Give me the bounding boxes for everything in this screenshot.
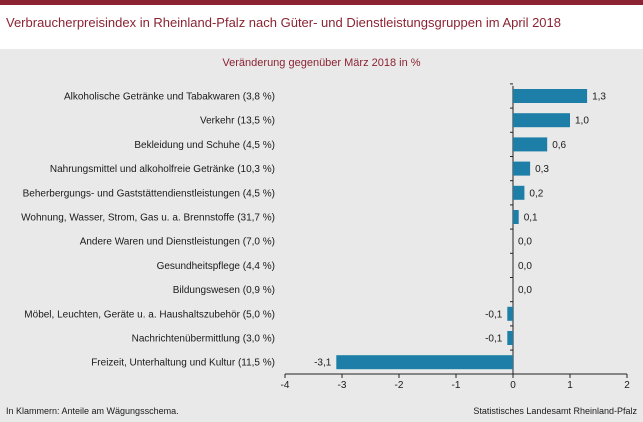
data-value-label: 0,0 [518,261,532,272]
footnote: In Klammern: Anteile am Wägungsschema. [6,406,179,416]
data-value-label: 0,6 [552,140,566,151]
data-bar [513,113,570,128]
category-label: Bekleidung und Schuhe (4,5 %) [134,140,275,151]
data-value-label: 1,3 [592,92,606,103]
data-value-label: 0,3 [535,164,549,175]
data-value-label: 1,0 [575,116,589,127]
x-tick-label: 2 [624,380,630,391]
chart-subtitle: Veränderung gegenüber März 2018 in % [222,57,421,69]
category-label: Möbel, Leuchten, Geräte u. a. Haushaltsz… [24,309,275,320]
data-bar [513,185,525,200]
data-bar [513,210,519,224]
category-label: Verkehr (13,5 %) [200,116,275,127]
data-bar [507,306,513,321]
x-tick-label: -3 [338,380,347,391]
category-label: Freizeit, Unterhaltung und Kultur (11,5 … [91,358,275,369]
category-label: Nahrungsmittel und alkoholfreie Getränke… [50,164,275,175]
data-bar [336,355,513,370]
x-tick-label: -4 [281,380,290,391]
top-accent-bar [0,0,643,5]
category-label: Gesundheitspflege (4,4 %) [157,261,275,272]
x-tick-label: -1 [452,380,461,391]
category-label: Nachrichtenübermittlung (3,0 %) [132,334,275,345]
data-value-label: 0,1 [524,213,538,224]
source-credit: Statistisches Landesamt Rheinland-Pfalz [473,406,637,416]
data-value-label: 0,0 [518,285,532,296]
data-bar [513,89,588,103]
data-value-label: -0,1 [485,334,503,345]
data-value-label: -0,1 [485,309,503,320]
data-value-label: 0,2 [529,188,543,199]
category-label: Bildungswesen (0,9 %) [173,285,275,296]
data-value-label: -3,1 [314,358,332,369]
chart-panel [0,49,643,422]
x-tick-label: 1 [567,380,573,391]
data-bar [513,161,531,176]
x-tick-label: 0 [510,380,516,391]
category-label: Wohnung, Wasser, Strom, Gas u. a. Brenns… [21,213,275,224]
data-bar [507,331,513,345]
category-label: Beherbergungs- und Gaststättendienstleis… [23,188,275,199]
data-value-label: 0,0 [518,237,532,248]
chart-title: Verbraucherpreisindex in Rheinland-Pfalz… [6,15,561,30]
category-label: Andere Waren und Dienstleistungen (7,0 %… [80,237,275,248]
category-label: Alkoholische Getränke und Tabakwaren (3,… [64,92,275,103]
data-bar [513,137,548,152]
x-tick-label: -2 [395,380,404,391]
